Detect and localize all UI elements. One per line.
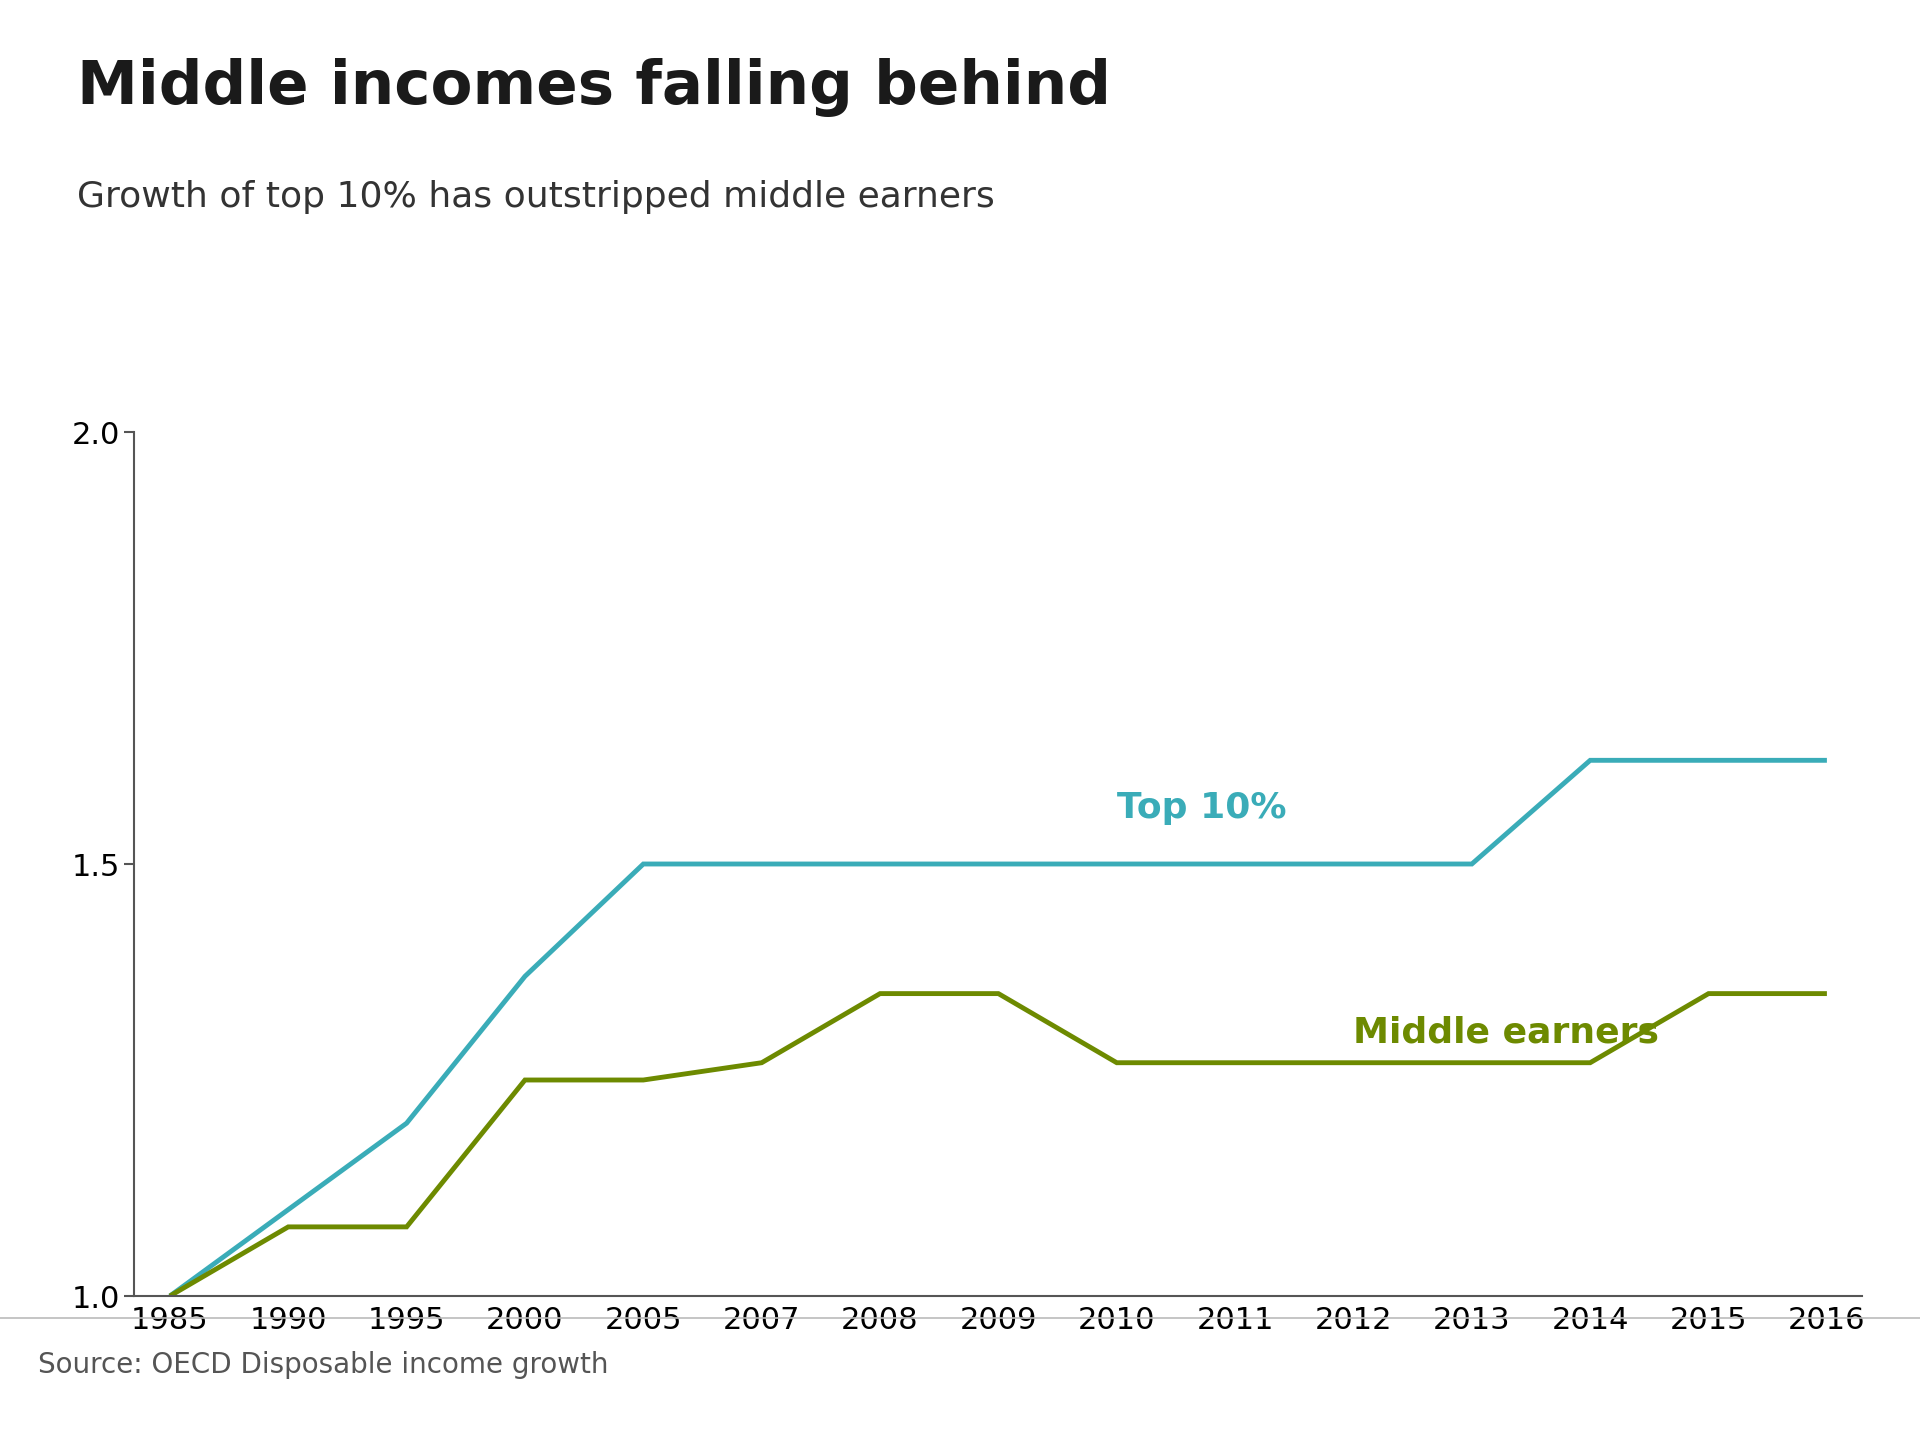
Text: Growth of top 10% has outstripped middle earners: Growth of top 10% has outstripped middle… bbox=[77, 180, 995, 215]
Text: Source: OECD Disposable income growth: Source: OECD Disposable income growth bbox=[38, 1351, 609, 1380]
Text: Middle earners: Middle earners bbox=[1354, 1015, 1659, 1050]
Text: Middle incomes falling behind: Middle incomes falling behind bbox=[77, 58, 1112, 117]
Text: BBC: BBC bbox=[1766, 1361, 1834, 1390]
Text: Top 10%: Top 10% bbox=[1117, 791, 1286, 825]
